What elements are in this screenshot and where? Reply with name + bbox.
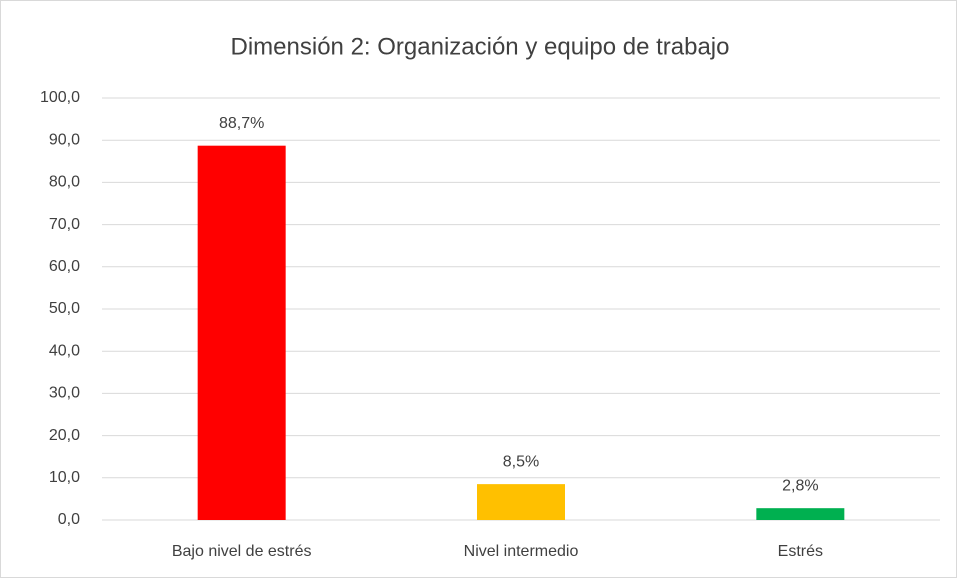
- x-tick-label: Estrés: [778, 543, 823, 560]
- bar: [756, 508, 845, 520]
- y-tick-label: 20,0: [49, 427, 80, 444]
- y-tick-label: 50,0: [49, 300, 80, 317]
- y-tick-label: 70,0: [49, 216, 80, 233]
- x-tick-label: Nivel intermedio: [464, 543, 579, 560]
- data-label: 2,8%: [782, 477, 818, 494]
- x-tick-label: Bajo nivel de estrés: [172, 543, 312, 560]
- y-tick-label: 90,0: [49, 131, 80, 148]
- y-tick-label: 80,0: [49, 174, 80, 191]
- chart-title: Dimensión 2: Organización y equipo de tr…: [231, 33, 730, 60]
- data-label: 8,5%: [503, 453, 539, 470]
- y-tick-label: 100,0: [40, 89, 80, 106]
- y-tick-label: 30,0: [49, 385, 80, 402]
- bar: [477, 484, 565, 520]
- data-label: 88,7%: [219, 115, 264, 132]
- bar: [197, 145, 286, 520]
- y-tick-label: 10,0: [49, 469, 80, 486]
- y-tick-label: 40,0: [49, 342, 80, 359]
- y-tick-label: 60,0: [49, 258, 80, 275]
- y-tick-label: 0,0: [58, 511, 80, 528]
